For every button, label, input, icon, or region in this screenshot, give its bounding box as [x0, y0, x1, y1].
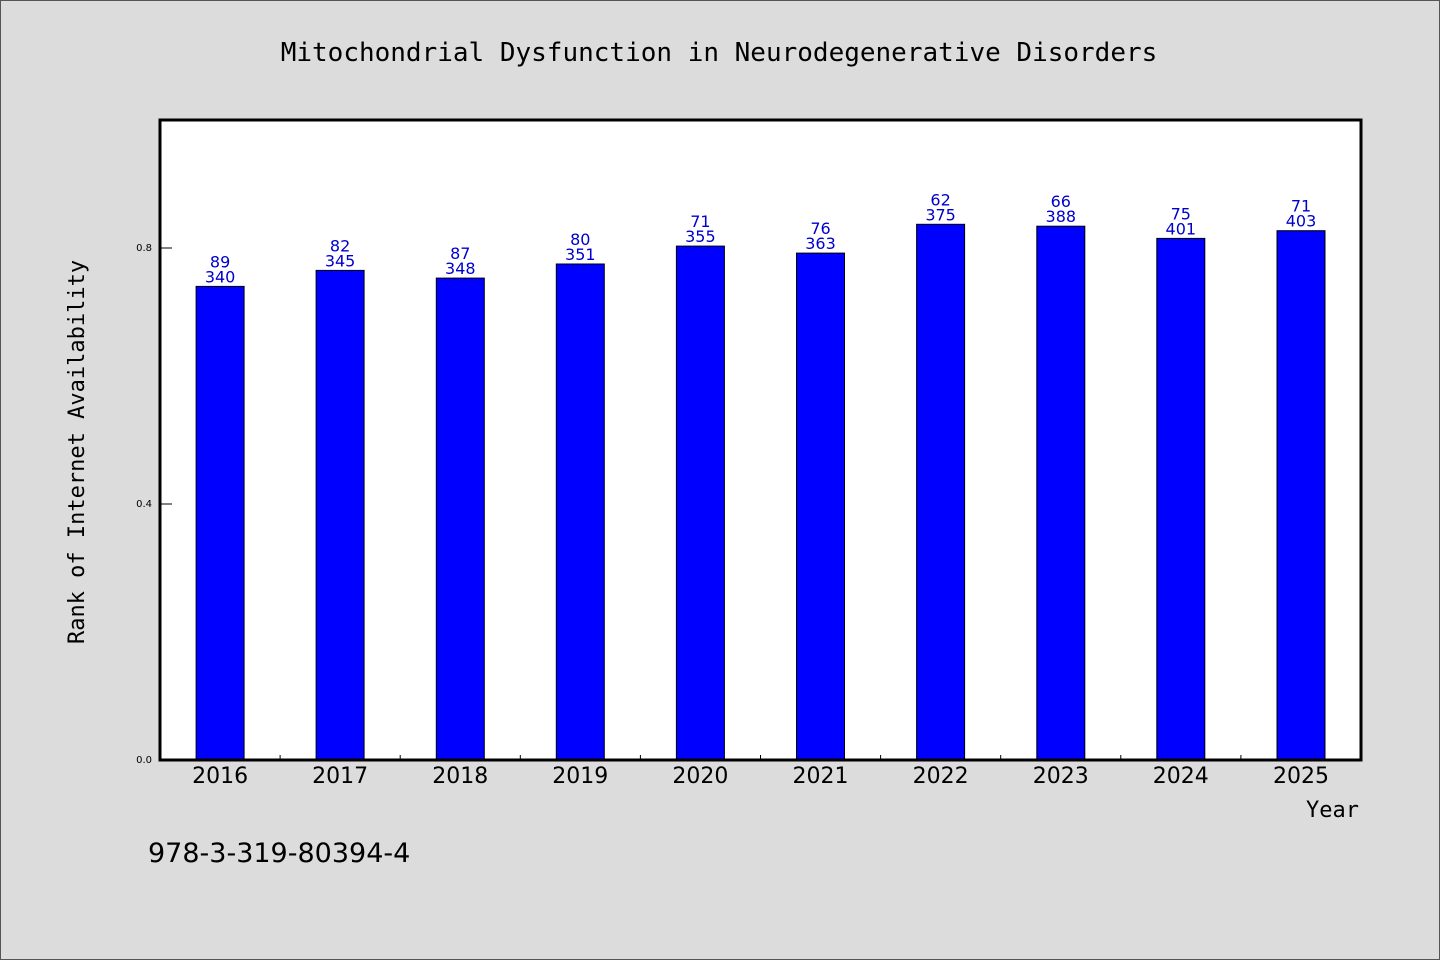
- x-tick-label-2018: 2018: [432, 764, 488, 789]
- data-label-top-2024: 75: [1171, 204, 1191, 223]
- x-axis-ticks: 2016 2017 2018 2019 2020 2021 2022 2023 2024 2025: [192, 755, 1329, 789]
- data-label-bottom-2017: 345: [325, 251, 356, 270]
- x-tick-label-2022: 2022: [913, 764, 969, 789]
- bar-2016: [195, 285, 245, 761]
- bar-2018: [435, 277, 485, 761]
- data-label-top-2018: 87: [450, 244, 470, 263]
- data-label-top-2020: 71: [690, 212, 710, 231]
- data-label-bottom-2018: 348: [445, 259, 476, 278]
- x-tick-label-2023: 2023: [1033, 764, 1089, 789]
- data-label-bottom-2022: 375: [925, 205, 956, 224]
- x-tick-label-2020: 2020: [672, 764, 728, 789]
- x-tick-label-2024: 2024: [1153, 764, 1209, 789]
- footnote-isbn: 978-3-319-80394-4: [148, 838, 410, 869]
- data-label-bottom-2021: 363: [805, 234, 836, 253]
- data-label-bottom-2016: 340: [205, 267, 236, 286]
- bars-group: [195, 223, 1326, 761]
- data-label-bottom-2024: 401: [1166, 219, 1197, 238]
- x-tick-label-2017: 2017: [312, 764, 368, 789]
- data-label-bottom-2023: 388: [1046, 207, 1077, 226]
- bar-2023: [1036, 225, 1086, 761]
- data-label-top-2021: 76: [810, 219, 830, 238]
- data-label-top-2025: 71: [1291, 197, 1311, 216]
- data-label-top-2016: 89: [210, 252, 230, 271]
- bar-2024: [1156, 237, 1206, 761]
- y-tick-label-0.4: 0.4: [136, 499, 152, 510]
- bar-2025: [1276, 230, 1326, 761]
- data-label-bottom-2025: 403: [1286, 212, 1317, 231]
- x-tick-label-2025: 2025: [1273, 764, 1329, 789]
- bar-2020: [675, 245, 725, 761]
- x-axis-label: Year: [1306, 798, 1359, 823]
- data-label-bottom-2019: 351: [565, 245, 596, 264]
- x-tick-label-2019: 2019: [552, 764, 608, 789]
- data-label-bottom-2020: 355: [685, 227, 716, 246]
- y-tick-label-0.0: 0.0: [136, 755, 152, 766]
- bar-2017: [315, 269, 365, 761]
- bar-2021: [796, 252, 845, 761]
- y-tick-label-0.8: 0.8: [136, 243, 152, 254]
- plot-border: [158, 118, 1363, 762]
- data-label-top-2022: 62: [930, 190, 950, 209]
- data-label-top-2017: 82: [330, 236, 350, 255]
- chart-title: Mitochondrial Dysfunction in Neurodegene…: [281, 38, 1158, 68]
- data-label-top-2023: 66: [1051, 192, 1071, 211]
- data-label-top-2019: 80: [570, 230, 590, 249]
- bar-2019: [555, 263, 605, 761]
- y-axis-label: Rank of Internet Availability: [65, 260, 90, 644]
- x-tick-label-2016: 2016: [192, 764, 248, 789]
- x-tick-label-2021: 2021: [793, 764, 849, 789]
- bar-2022: [916, 223, 966, 761]
